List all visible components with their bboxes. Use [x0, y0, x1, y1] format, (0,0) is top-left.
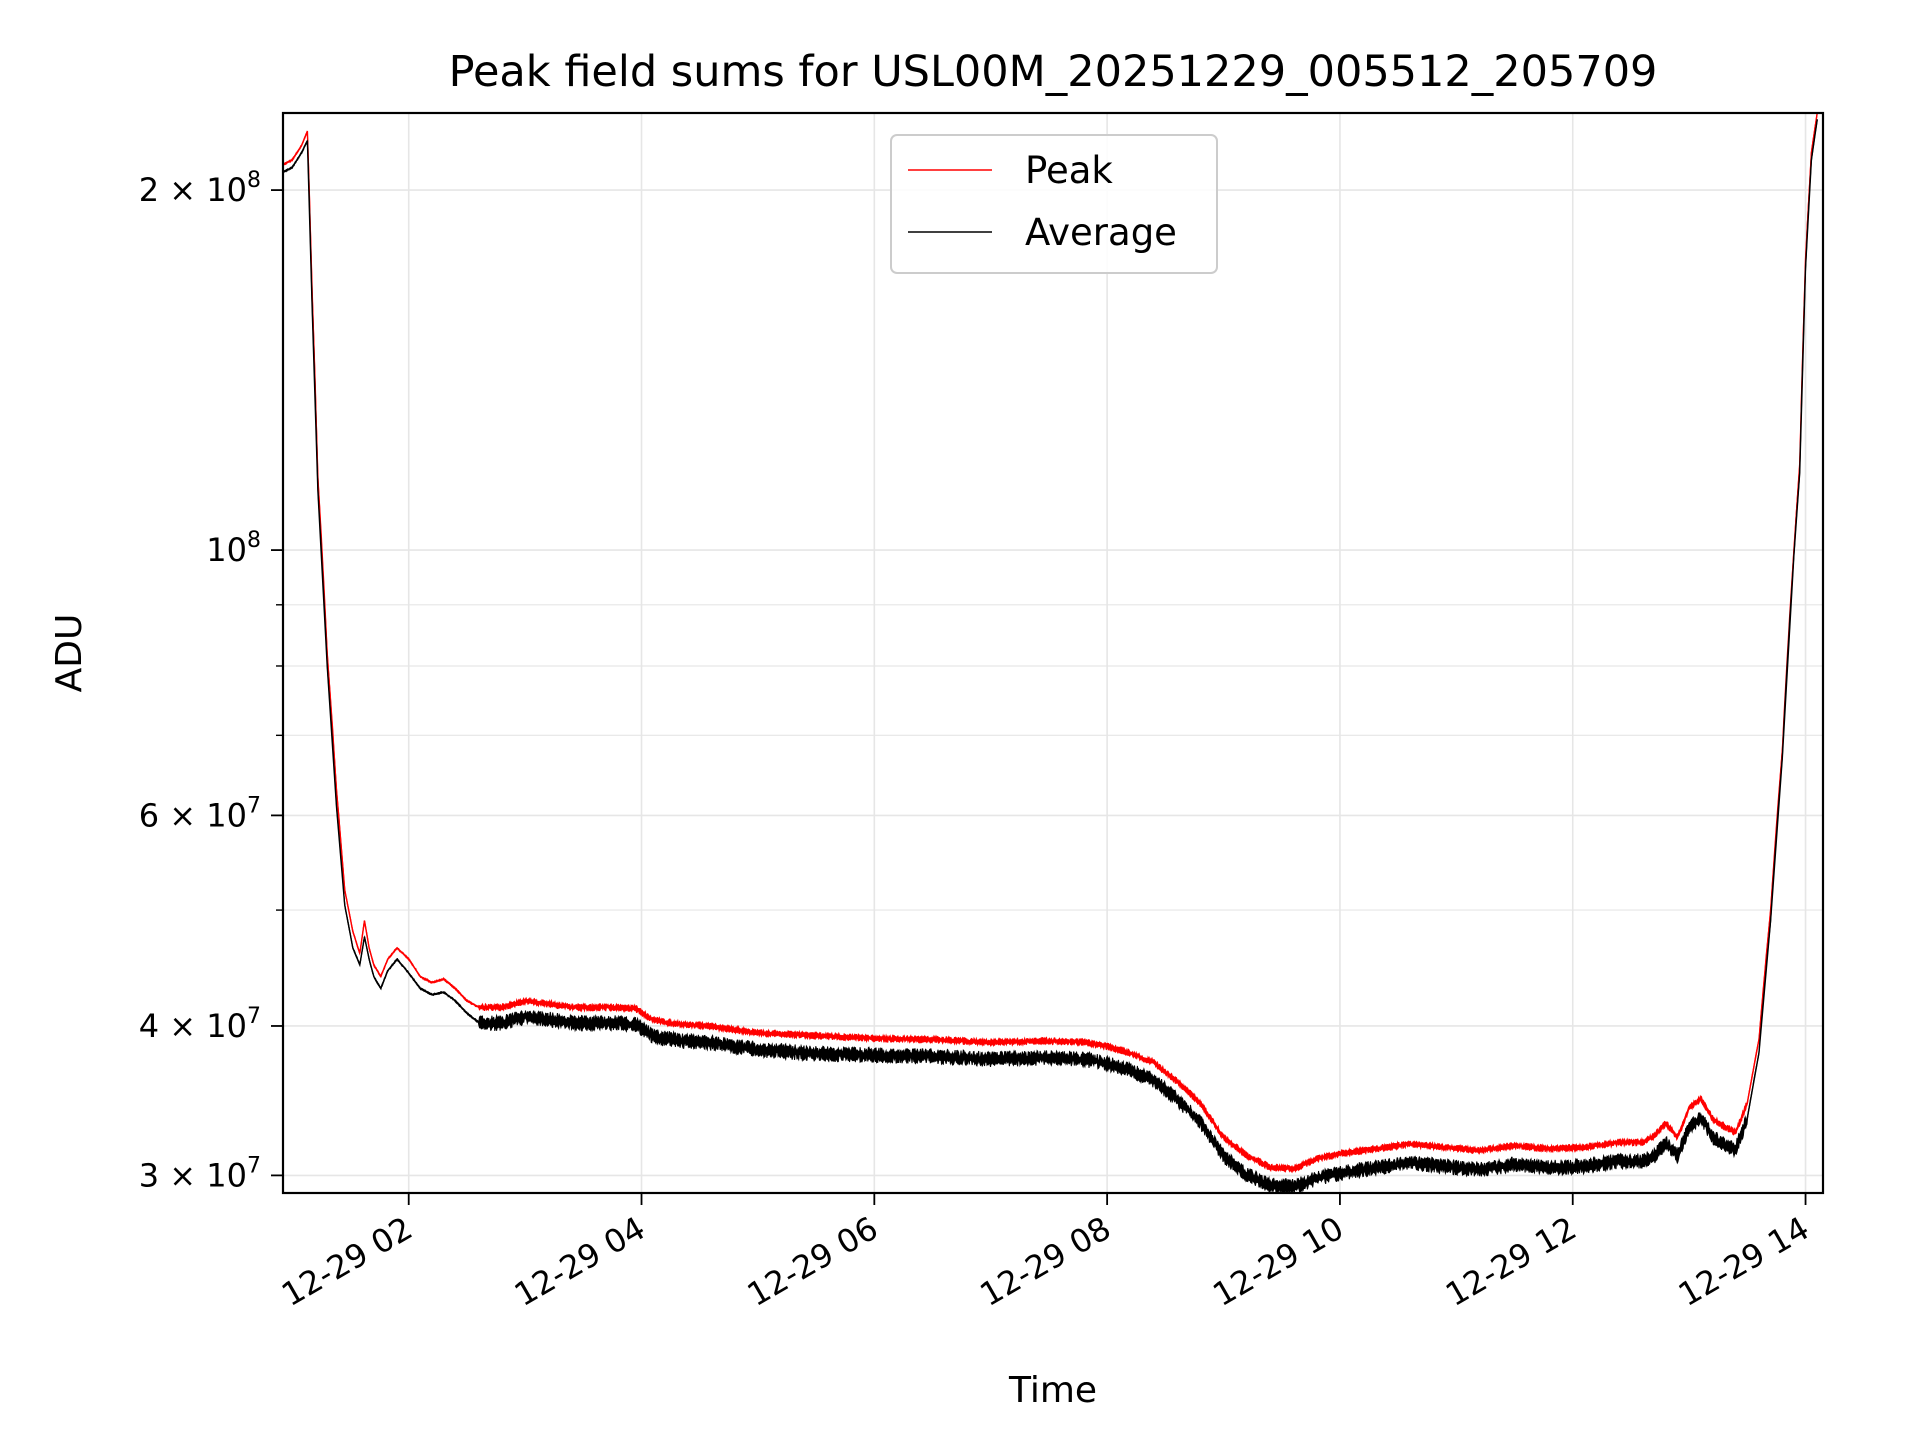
legend-average-label: Average [1025, 211, 1177, 254]
y-tick-label: 4 × 107 [139, 1004, 261, 1045]
legend-peak-label: Peak [1025, 149, 1113, 192]
series-line-peak [283, 113, 1818, 1170]
series-line-average [283, 119, 1818, 1187]
chart-title: Peak field sums for USL00M_20251229_0055… [449, 47, 1658, 97]
y-tick-label: 3 × 107 [139, 1153, 261, 1194]
y-axis-label: ADU [49, 614, 90, 693]
grid [283, 113, 1823, 1193]
y-tick-label: 6 × 107 [139, 793, 261, 834]
plot-frame [281, 111, 1825, 1195]
legend: Peak Average [890, 134, 1218, 274]
y-tick-label: 2 × 108 [139, 168, 261, 209]
x-axis-label: Time [1008, 1370, 1097, 1411]
